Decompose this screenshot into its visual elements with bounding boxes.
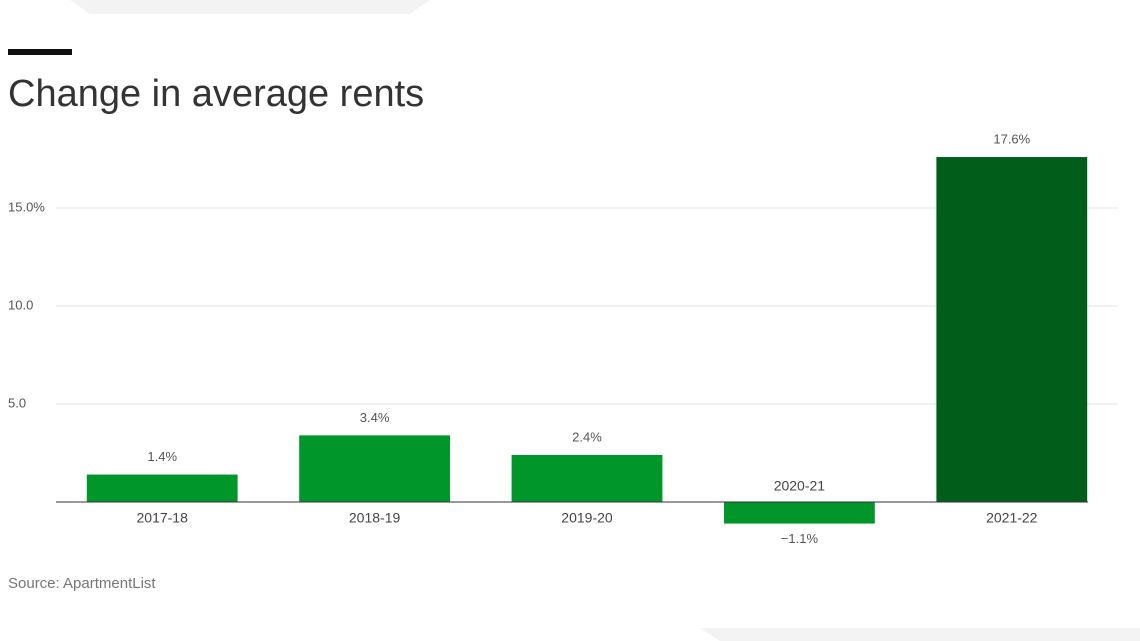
bar	[723, 502, 875, 524]
decoration	[70, 0, 430, 14]
y-tick-label: 10.0	[8, 297, 33, 312]
bar	[511, 454, 663, 502]
value-label: 3.4%	[360, 410, 390, 425]
bar	[299, 435, 451, 502]
x-tick-label: 2020-21	[774, 478, 826, 494]
x-tick-label: 2018-19	[349, 510, 401, 526]
decoration	[700, 628, 1140, 641]
title-accent	[8, 49, 72, 55]
source: Source: ApartmentList	[8, 575, 156, 592]
y-tick-label: 5.0	[8, 395, 26, 410]
value-label: 1.4%	[147, 449, 177, 464]
value-label: 2.4%	[572, 429, 602, 444]
x-tick-label: 2017-18	[137, 510, 189, 526]
value-label: −1.1%	[781, 531, 819, 546]
x-tick-label: 2021-22	[986, 510, 1038, 526]
chart-title: Change in average rents	[8, 73, 424, 115]
value-label: 17.6%	[993, 131, 1030, 146]
bar	[936, 157, 1088, 503]
bar	[86, 474, 238, 502]
y-tick-label: 15.0%	[8, 199, 45, 214]
x-tick-label: 2019-20	[561, 510, 613, 526]
